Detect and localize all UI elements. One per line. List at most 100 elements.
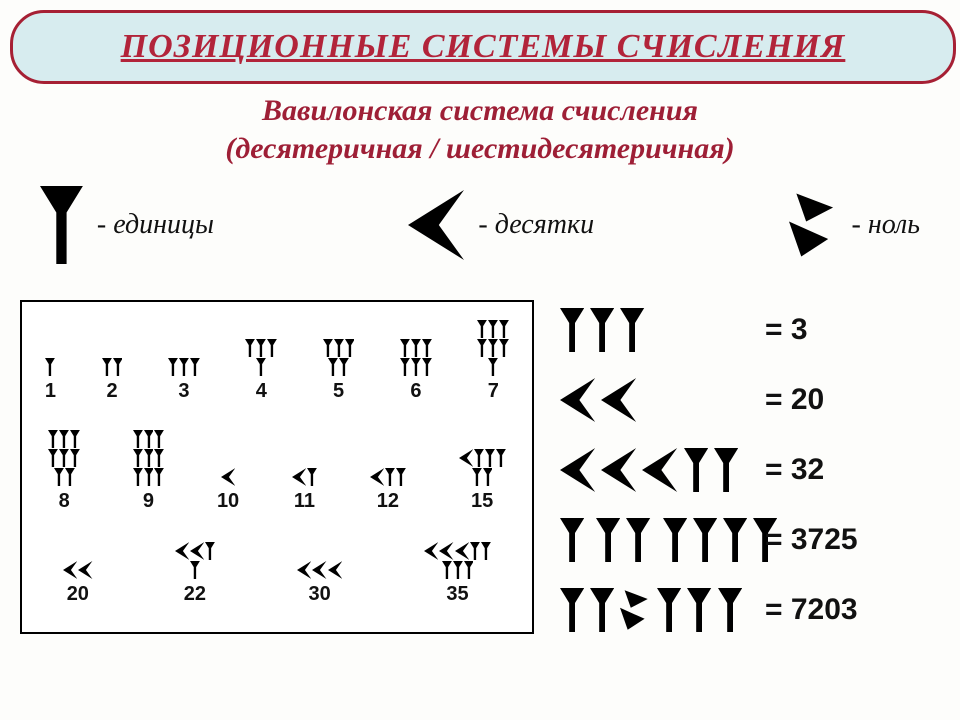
table-cell-number: 20 [67,583,89,606]
example-row: = 20 [560,365,940,435]
table-cell-number: 10 [217,490,239,513]
example-glyphs [560,448,765,492]
table-cell: 7 [477,320,509,403]
subtitle-line1: Вавилонская система счисления [262,94,698,127]
table-cell: 5 [323,339,355,403]
example-row: = 3725 [560,505,940,575]
wedge-icon [626,518,650,562]
cuneiform-glyph [424,542,491,579]
example-glyphs [560,308,765,352]
wedge-icon [596,518,620,562]
title-banner: ПОЗИЦИОННЫЕ СИСТЕМЫ СЧИСЛЕНИЯ [10,10,956,84]
wedge-icon [590,588,614,632]
example-value: = 7203 [765,593,858,627]
cuneiform-glyph [400,339,432,376]
wedge-icon [684,448,708,492]
wedge-icon [560,518,584,562]
chevron-icon [560,448,595,492]
subtitle-line2: (десятеричная / шестидесятеричная) [225,132,734,165]
example-value: = 32 [765,453,824,487]
legend-zero-label: - ноль [852,209,920,241]
example-row: = 3 [560,295,940,365]
table-cell-number: 15 [471,490,493,513]
zero-icon [789,190,838,260]
example-row: = 7203 [560,575,940,645]
wedge-icon [590,308,614,352]
legend-tens-label: - десятки [478,209,594,241]
table-cell-number: 1 [45,380,56,403]
wedge-icon [687,588,711,632]
cuneiform-glyph [102,358,123,376]
example-glyphs [560,518,765,562]
table-cell-number: 35 [446,583,468,606]
chevron-icon [601,448,636,492]
table-cell: 35 [424,542,491,606]
table-cell: 1 [45,358,56,403]
cuneiform-glyph [292,468,317,486]
table-cell: 6 [400,339,432,403]
chevron-icon [408,190,464,260]
wedge-icon [560,588,584,632]
example-glyphs [560,588,765,632]
cuneiform-glyph [245,339,277,376]
wedge-icon [40,186,83,264]
table-cell-number: 8 [59,490,70,513]
cuneiform-glyph [133,430,165,486]
examples-column: = 3 = 20 = 32 = 3725 = 7203 [560,295,940,645]
table-cell: 9 [133,430,165,513]
example-glyphs [560,378,765,422]
table-row: 20 22 30 35 [22,542,532,606]
table-cell: 20 [63,561,93,606]
wedge-icon [714,448,738,492]
chevron-icon [601,378,636,422]
subtitle: Вавилонская система счисления (десятерич… [0,92,960,167]
cuneiform-glyph [323,339,355,376]
cuneiform-glyph [370,468,406,486]
table-row: 8 9 10 11 12 15 [22,430,532,513]
table-cell-number: 22 [184,583,206,606]
cuneiform-glyph [48,430,80,486]
table-cell-number: 4 [256,380,267,403]
table-cell: 30 [297,561,342,606]
example-value: = 20 [765,383,824,417]
example-value: = 3 [765,313,808,347]
title-text: ПОЗИЦИОННЫЕ СИСТЕМЫ СЧИСЛЕНИЯ [121,28,846,66]
table-cell: 2 [102,358,123,403]
wedge-icon [663,518,687,562]
example-row: = 32 [560,435,940,505]
table-cell: 15 [459,449,506,513]
table-cell: 4 [245,339,277,403]
table-cell-number: 12 [377,490,399,513]
cuneiform-glyph [45,358,55,376]
table-cell-number: 7 [488,380,499,403]
legend-row: - единицы - десятки - ноль [40,180,920,270]
numerals-table: 1 2 3 4 5 6 [20,300,534,634]
table-cell: 3 [168,358,200,403]
cuneiform-glyph [63,561,93,579]
cuneiform-glyph [175,542,216,579]
table-cell-number: 6 [410,380,421,403]
wedge-icon [560,308,584,352]
cuneiform-glyph [477,320,509,376]
table-cell-number: 2 [106,380,117,403]
table-cell: 22 [175,542,216,606]
wedge-icon [723,518,747,562]
table-cell: 10 [217,468,239,513]
table-cell-number: 9 [143,490,154,513]
wedge-icon [620,308,644,352]
cuneiform-glyph [459,449,506,486]
zero-icon [620,588,651,632]
legend-tens: - десятки [408,190,594,260]
table-cell-number: 3 [178,380,189,403]
table-cell-number: 11 [294,490,315,513]
chevron-icon [642,448,677,492]
wedge-icon [657,588,681,632]
cuneiform-glyph [168,358,200,376]
table-cell: 11 [292,468,317,513]
table-cell: 8 [48,430,80,513]
table-cell-number: 30 [309,583,331,606]
table-row: 1 2 3 4 5 6 [22,320,532,403]
wedge-icon [693,518,717,562]
cuneiform-glyph [221,468,235,486]
wedge-icon [718,588,742,632]
